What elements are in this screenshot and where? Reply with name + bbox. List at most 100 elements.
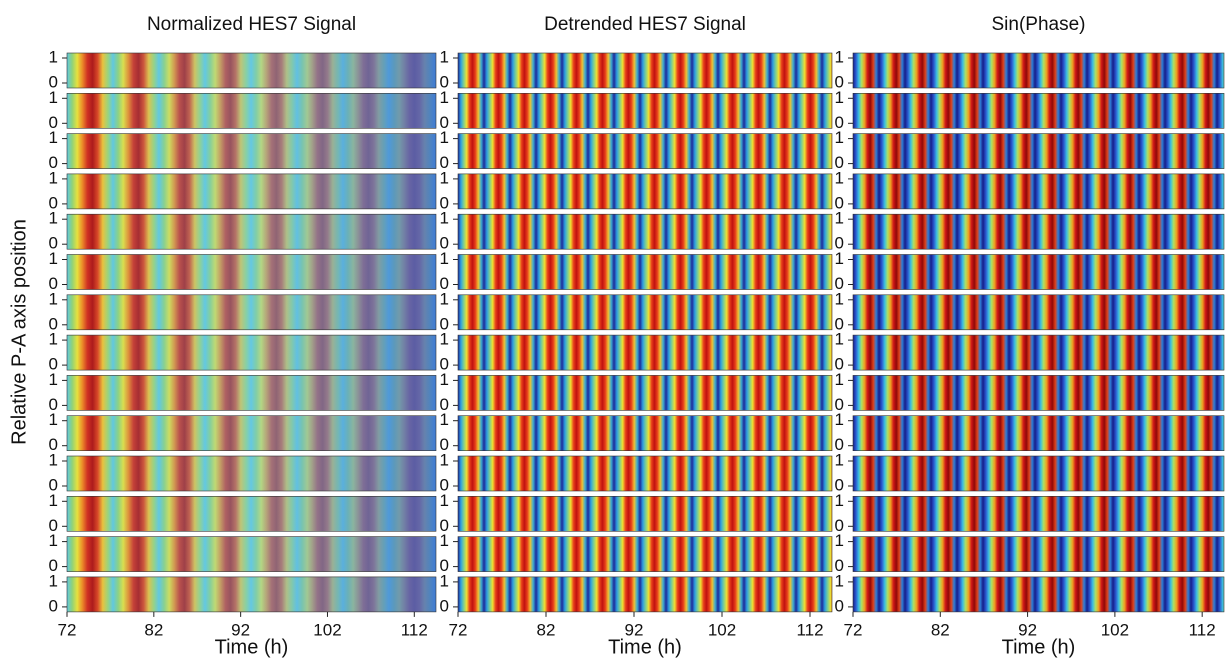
kymograph-fade [67, 214, 436, 249]
x-tick-label: 112 [1189, 620, 1216, 639]
y-tick-label: 1 [49, 491, 58, 510]
y-tick-label: 1 [440, 249, 449, 268]
kymograph-fade [67, 375, 436, 410]
y-tick-label: 1 [440, 330, 449, 349]
kymograph [853, 496, 1224, 531]
kymograph [853, 577, 1224, 612]
kymograph [853, 456, 1224, 491]
y-tick-label: 1 [835, 410, 844, 429]
y-axis-label: Relative P-A axis position [8, 219, 30, 445]
y-tick-label: 1 [49, 168, 58, 187]
panel-title: Normalized HES7 Signal [147, 14, 356, 35]
kymograph-fade [67, 416, 436, 451]
x-tick-label: 82 [931, 620, 950, 639]
y-tick-label: 1 [440, 370, 449, 389]
kymograph [458, 456, 832, 491]
y-tick-label: 1 [835, 168, 844, 187]
kymograph [458, 416, 832, 451]
x-tick-label: 72 [844, 620, 863, 639]
kymograph-fade [67, 174, 436, 209]
kymograph [458, 174, 832, 209]
y-tick-label: 1 [440, 47, 449, 66]
y-tick-label: 1 [835, 330, 844, 349]
kymograph [853, 375, 1224, 410]
x-tick-label: 112 [401, 620, 428, 639]
y-tick-label: 1 [440, 531, 449, 550]
x-tick-label: 72 [58, 620, 77, 639]
y-tick-label: 1 [835, 450, 844, 469]
x-tick-label: 82 [537, 620, 556, 639]
y-tick-label: 1 [440, 168, 449, 187]
kymograph-fade [67, 537, 436, 572]
y-tick-label: 1 [49, 410, 58, 429]
y-tick-label: 1 [835, 209, 844, 228]
kymograph [853, 134, 1224, 169]
x-tick-label: 102 [313, 620, 341, 639]
kymograph [853, 93, 1224, 128]
y-tick-label: 1 [49, 571, 58, 590]
kymograph [458, 134, 832, 169]
y-tick-label: 1 [440, 289, 449, 308]
kymograph [458, 537, 832, 572]
kymograph [853, 53, 1224, 88]
y-tick-label: 1 [835, 289, 844, 308]
y-tick-label: 1 [49, 531, 58, 550]
y-tick-label: 1 [49, 209, 58, 228]
x-tick-label: 112 [796, 620, 823, 639]
kymograph [458, 496, 832, 531]
y-tick-label: 1 [835, 128, 844, 147]
y-tick-label: 1 [49, 330, 58, 349]
y-tick-label: 1 [440, 571, 449, 590]
y-tick-label: 1 [49, 88, 58, 107]
kymograph [853, 174, 1224, 209]
kymograph [458, 295, 832, 330]
y-tick-label: 1 [835, 370, 844, 389]
kymograph-fade [67, 93, 436, 128]
kymograph-fade [67, 255, 436, 290]
x-tick-label: 102 [1101, 620, 1129, 639]
kymograph-fade [67, 496, 436, 531]
y-tick-label: 1 [835, 88, 844, 107]
panel-title: Sin(Phase) [992, 14, 1086, 35]
y-tick-label: 1 [49, 128, 58, 147]
y-tick-label: 1 [835, 491, 844, 510]
kymograph [853, 335, 1224, 370]
kymograph [458, 375, 832, 410]
kymograph [458, 214, 832, 249]
x-axis-label: Time (h) [215, 636, 289, 658]
y-tick-label: 1 [835, 571, 844, 590]
x-tick-label: 72 [449, 620, 468, 639]
y-tick-label: 1 [49, 47, 58, 66]
figure: Normalized HES7 Signal010101010101010101… [0, 0, 1228, 661]
kymograph [458, 53, 832, 88]
kymograph [853, 537, 1224, 572]
kymograph [853, 295, 1224, 330]
y-tick-label: 1 [835, 249, 844, 268]
x-axis-label: Time (h) [608, 636, 682, 658]
y-tick-label: 1 [440, 450, 449, 469]
y-tick-label: 1 [440, 491, 449, 510]
x-tick-label: 102 [708, 620, 736, 639]
y-tick-label: 1 [49, 370, 58, 389]
y-tick-label: 0 [440, 596, 449, 615]
kymograph-fade [67, 577, 436, 612]
y-tick-label: 0 [49, 596, 58, 615]
y-tick-label: 1 [440, 128, 449, 147]
kymograph [458, 255, 832, 290]
y-tick-label: 1 [440, 88, 449, 107]
kymograph-fade [67, 456, 436, 491]
kymograph-fade [67, 295, 436, 330]
kymograph [853, 416, 1224, 451]
y-tick-label: 1 [49, 450, 58, 469]
kymograph [458, 577, 832, 612]
y-tick-label: 1 [49, 289, 58, 308]
y-tick-label: 1 [49, 249, 58, 268]
kymograph-fade [67, 134, 436, 169]
x-axis-label: Time (h) [1002, 636, 1076, 658]
y-tick-label: 1 [440, 410, 449, 429]
y-tick-label: 1 [835, 47, 844, 66]
kymograph [853, 214, 1224, 249]
kymograph-fade [67, 53, 436, 88]
kymograph-fade [67, 335, 436, 370]
y-tick-label: 1 [835, 531, 844, 550]
